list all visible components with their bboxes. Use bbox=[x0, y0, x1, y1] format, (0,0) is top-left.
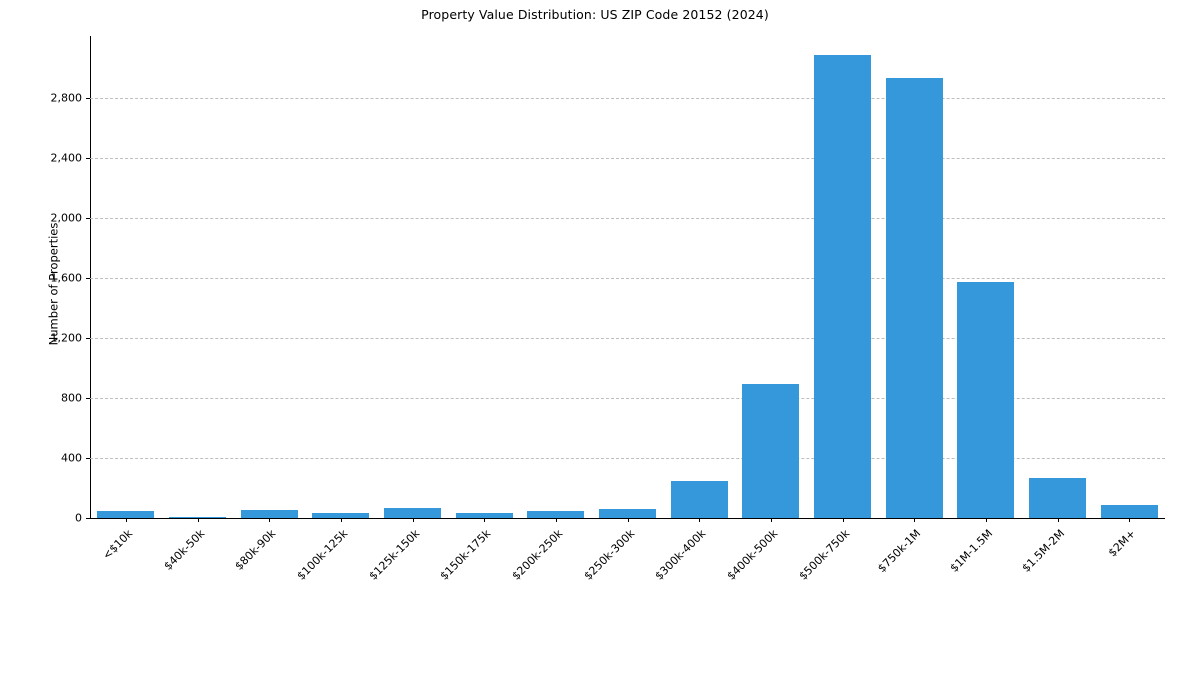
x-tick-label: $500k-750k bbox=[796, 527, 852, 583]
x-tick-mark bbox=[914, 518, 916, 522]
x-tick-label: <$10k bbox=[99, 527, 136, 563]
bar bbox=[1028, 478, 1087, 518]
bar bbox=[383, 508, 442, 518]
bar bbox=[957, 282, 1015, 518]
y-tick-mark bbox=[86, 157, 90, 159]
x-tick-label: $2M+ bbox=[1106, 527, 1139, 560]
bar bbox=[97, 511, 155, 518]
bar bbox=[240, 510, 298, 518]
y-tick-label: 1,200 bbox=[50, 331, 83, 345]
chart-figure: Property Value Distribution: US ZIP Code… bbox=[46, 7, 1165, 583]
x-tick-mark bbox=[842, 518, 844, 522]
x-tick-label: $250k-300k bbox=[581, 527, 637, 583]
gridline bbox=[90, 457, 1165, 459]
x-tick-mark bbox=[1057, 518, 1059, 522]
x-tick-label: $80k-90k bbox=[232, 527, 279, 573]
x-tick-mark bbox=[1129, 518, 1131, 522]
gridline bbox=[90, 277, 1165, 279]
x-tick-label: $1M-1.5M bbox=[947, 527, 996, 575]
x-tick-mark bbox=[627, 518, 629, 522]
gridline bbox=[90, 217, 1165, 219]
x-tick-label: $150k-175k bbox=[437, 527, 494, 583]
x-tick-mark bbox=[770, 518, 772, 522]
bar bbox=[527, 511, 585, 518]
y-tick-label: 1,600 bbox=[50, 271, 83, 285]
gridline bbox=[90, 157, 1165, 159]
y-tick-label: 0 bbox=[75, 511, 82, 525]
x-tick-label: $400k-500k bbox=[724, 527, 781, 583]
y-tick-mark bbox=[86, 518, 90, 519]
y-axis-line bbox=[90, 36, 91, 518]
y-tick-mark bbox=[86, 337, 90, 339]
y-tick-label: 400 bbox=[61, 451, 82, 465]
bar bbox=[813, 54, 872, 518]
bar bbox=[885, 78, 943, 518]
x-tick-mark bbox=[985, 518, 987, 522]
bar bbox=[168, 516, 227, 518]
x-tick-label: $125k-150k bbox=[366, 527, 422, 583]
bar bbox=[1100, 505, 1158, 518]
y-tick-mark bbox=[86, 397, 90, 399]
y-tick-mark bbox=[86, 277, 90, 279]
bar bbox=[455, 513, 513, 518]
y-tick-label: 2,000 bbox=[50, 211, 83, 225]
x-tick-label: $40k-50k bbox=[160, 527, 207, 573]
plot-area bbox=[90, 36, 1165, 518]
y-tick-label: 2,800 bbox=[50, 91, 83, 105]
x-tick-mark bbox=[125, 518, 127, 522]
x-tick-label: $750k-1M bbox=[875, 527, 924, 575]
x-tick-mark bbox=[197, 518, 199, 522]
bar bbox=[742, 384, 800, 518]
x-tick-mark bbox=[340, 518, 342, 522]
y-tick-label: 2,400 bbox=[50, 151, 83, 165]
x-tick-label: $200k-250k bbox=[509, 527, 566, 583]
bar bbox=[312, 513, 370, 518]
bar bbox=[598, 508, 657, 518]
x-tick-mark bbox=[269, 518, 271, 522]
x-tick-mark bbox=[699, 518, 701, 522]
y-tick-mark bbox=[86, 457, 90, 459]
chart-title: Property Value Distribution: US ZIP Code… bbox=[421, 7, 769, 22]
x-tick-label: $100k-125k bbox=[294, 527, 351, 583]
bar bbox=[670, 481, 728, 518]
gridline bbox=[90, 337, 1165, 339]
x-tick-label: $1.5M-2M bbox=[1018, 527, 1067, 575]
y-tick-mark bbox=[86, 97, 90, 99]
gridline bbox=[90, 97, 1165, 99]
gridline bbox=[90, 397, 1165, 399]
x-tick-mark bbox=[412, 518, 414, 522]
y-tick-mark bbox=[86, 217, 90, 219]
x-tick-mark bbox=[484, 518, 486, 522]
y-tick-label: 800 bbox=[61, 391, 82, 405]
x-tick-label: $300k-400k bbox=[652, 527, 709, 583]
x-tick-mark bbox=[555, 518, 557, 522]
